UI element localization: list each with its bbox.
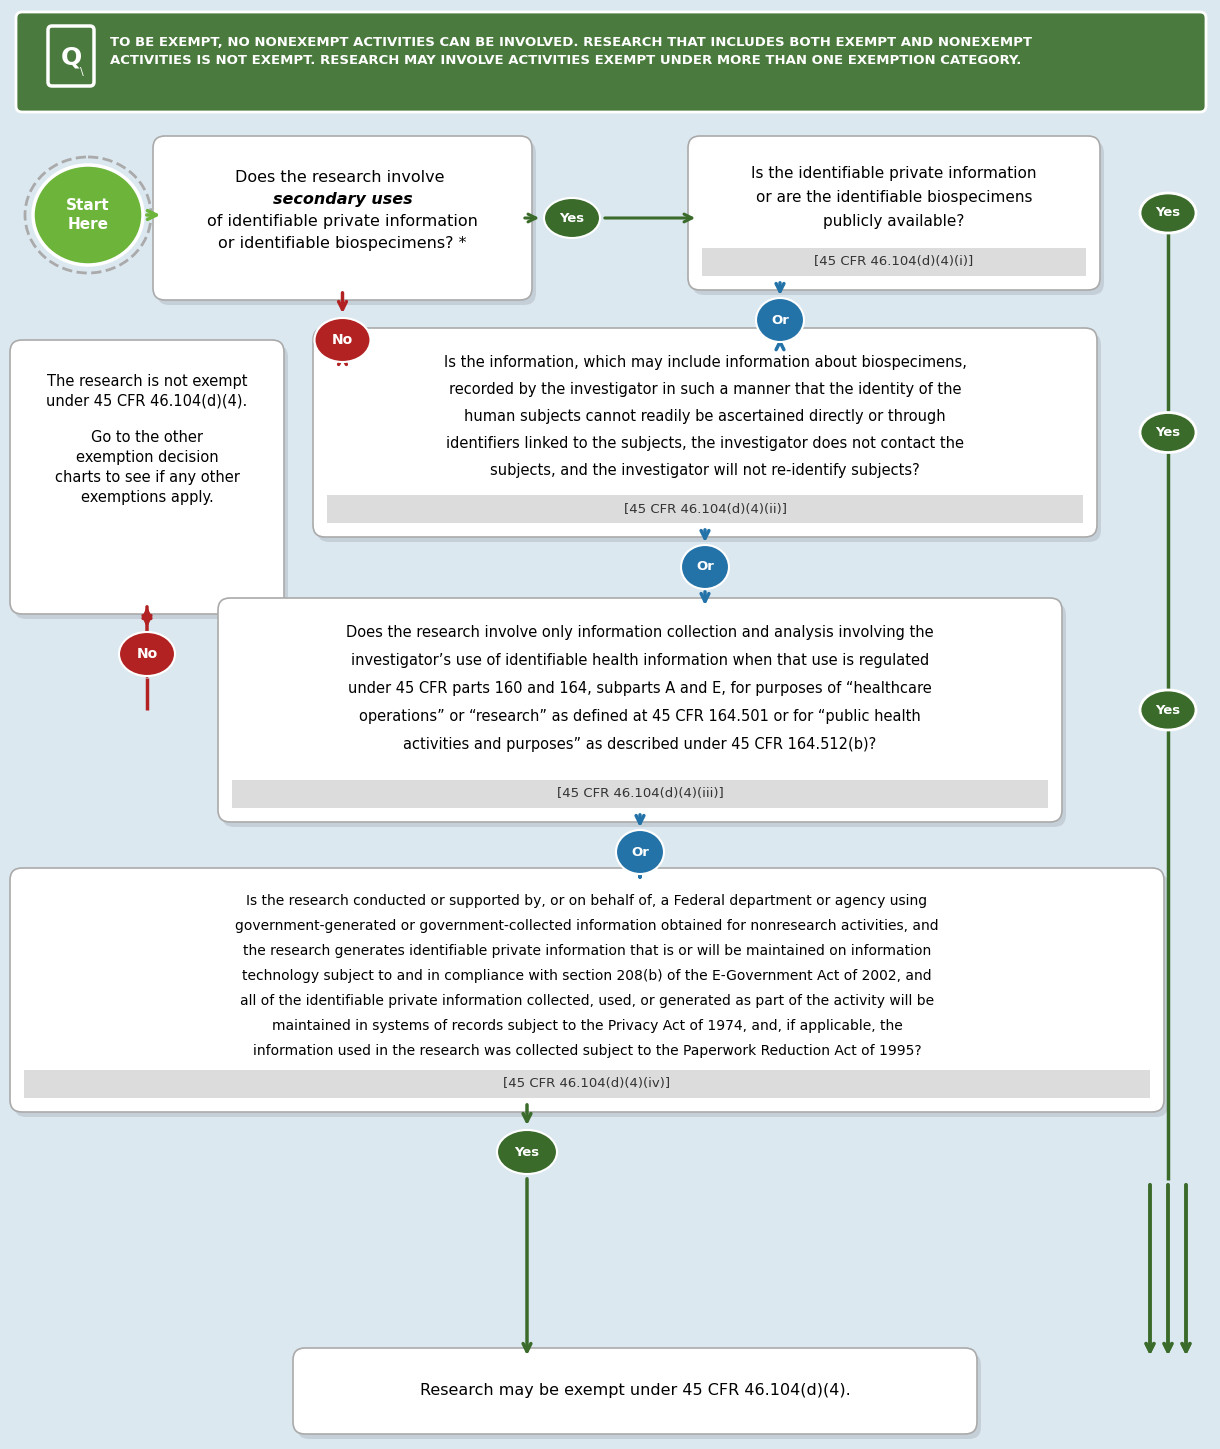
Ellipse shape <box>756 298 804 342</box>
FancyBboxPatch shape <box>692 141 1104 296</box>
Text: Yes: Yes <box>1155 207 1181 219</box>
Text: government-generated or government-collected information obtained for nonresearc: government-generated or government-colle… <box>235 919 939 933</box>
Text: information used in the research was collected subject to the Paperwork Reductio: information used in the research was col… <box>253 1043 921 1058</box>
Text: the research generates identifiable private information that is or will be maint: the research generates identifiable priv… <box>243 943 931 958</box>
Text: exemptions apply.: exemptions apply. <box>81 490 214 506</box>
FancyBboxPatch shape <box>232 780 1048 809</box>
Text: Or: Or <box>631 846 649 858</box>
FancyBboxPatch shape <box>222 603 1066 827</box>
FancyBboxPatch shape <box>317 333 1100 542</box>
Text: \: \ <box>81 67 84 77</box>
Ellipse shape <box>681 545 730 588</box>
Ellipse shape <box>497 1130 558 1174</box>
Text: Yes: Yes <box>560 212 584 225</box>
FancyBboxPatch shape <box>293 1348 977 1435</box>
Text: or identifiable biospecimens? *: or identifiable biospecimens? * <box>218 236 467 251</box>
Text: [45 CFR 46.104(d)(4)(iii)]: [45 CFR 46.104(d)(4)(iii)] <box>556 787 723 800</box>
FancyBboxPatch shape <box>702 248 1086 275</box>
Text: Is the identifiable private information: Is the identifiable private information <box>752 167 1037 181</box>
Text: Yes: Yes <box>1155 426 1181 439</box>
Text: [45 CFR 46.104(d)(4)(i)]: [45 CFR 46.104(d)(4)(i)] <box>815 255 974 268</box>
Ellipse shape <box>1139 413 1196 452</box>
Text: all of the identifiable private information collected, used, or generated as par: all of the identifiable private informat… <box>240 994 935 1009</box>
FancyBboxPatch shape <box>13 872 1168 1117</box>
Text: technology subject to and in compliance with section 208(b) of the E-Government : technology subject to and in compliance … <box>243 969 932 982</box>
Text: investigator’s use of identifiable health information when that use is regulated: investigator’s use of identifiable healt… <box>351 653 930 668</box>
FancyBboxPatch shape <box>152 136 532 300</box>
Text: Does the research involve: Does the research involve <box>235 170 450 185</box>
FancyBboxPatch shape <box>688 136 1100 290</box>
Text: Is the information, which may include information about biospecimens,: Is the information, which may include in… <box>444 355 966 369</box>
Ellipse shape <box>616 830 664 874</box>
Text: No: No <box>332 333 353 346</box>
Text: activities and purposes” as described under 45 CFR 164.512(b)?: activities and purposes” as described un… <box>404 738 877 752</box>
Text: under 45 CFR 46.104(d)(4).: under 45 CFR 46.104(d)(4). <box>46 394 248 409</box>
Text: secondary uses: secondary uses <box>273 193 412 207</box>
Text: under 45 CFR parts 160 and 164, subparts A and E, for purposes of “healthcare: under 45 CFR parts 160 and 164, subparts… <box>348 681 932 696</box>
Ellipse shape <box>1139 193 1196 233</box>
Text: publicly available?: publicly available? <box>824 214 965 229</box>
Text: exemption decision: exemption decision <box>76 451 218 465</box>
FancyBboxPatch shape <box>16 12 1207 112</box>
Text: human subjects cannot readily be ascertained directly or through: human subjects cannot readily be ascerta… <box>464 409 946 425</box>
FancyBboxPatch shape <box>296 1353 981 1439</box>
Text: TO BE EXEMPT, NO NONEXEMPT ACTIVITIES CAN BE INVOLVED. RESEARCH THAT INCLUDES BO: TO BE EXEMPT, NO NONEXEMPT ACTIVITIES CA… <box>110 36 1032 68</box>
FancyBboxPatch shape <box>327 496 1083 523</box>
FancyBboxPatch shape <box>314 327 1097 538</box>
Text: [45 CFR 46.104(d)(4)(iv)]: [45 CFR 46.104(d)(4)(iv)] <box>504 1078 671 1091</box>
Text: No: No <box>137 648 157 661</box>
Ellipse shape <box>1139 690 1196 730</box>
Text: maintained in systems of records subject to the Privacy Act of 1974, and, if app: maintained in systems of records subject… <box>272 1019 903 1033</box>
FancyBboxPatch shape <box>10 341 284 614</box>
Text: Is the research conducted or supported by, or on behalf of, a Federal department: Is the research conducted or supported b… <box>246 894 927 909</box>
Text: Research may be exempt under 45 CFR 46.104(d)(4).: Research may be exempt under 45 CFR 46.1… <box>420 1384 850 1398</box>
Text: or are the identifiable biospecimens: or are the identifiable biospecimens <box>755 190 1032 204</box>
Text: Does the research involve only information collection and analysis involving the: Does the research involve only informati… <box>346 625 933 640</box>
Text: Q: Q <box>60 46 82 70</box>
FancyBboxPatch shape <box>24 1069 1150 1098</box>
Text: Or: Or <box>771 313 789 326</box>
FancyBboxPatch shape <box>10 868 1164 1111</box>
Text: Yes: Yes <box>1155 704 1181 716</box>
Ellipse shape <box>315 317 371 362</box>
Ellipse shape <box>33 165 143 265</box>
Text: Start
Here: Start Here <box>66 199 110 232</box>
Ellipse shape <box>120 632 174 677</box>
FancyBboxPatch shape <box>218 598 1061 822</box>
FancyBboxPatch shape <box>157 141 536 304</box>
Text: The research is not exempt: The research is not exempt <box>46 374 248 388</box>
Text: [45 CFR 46.104(d)(4)(ii)]: [45 CFR 46.104(d)(4)(ii)] <box>623 503 787 516</box>
Text: recorded by the investigator in such a manner that the identity of the: recorded by the investigator in such a m… <box>449 383 961 397</box>
Text: identifiers linked to the subjects, the investigator does not contact the: identifiers linked to the subjects, the … <box>447 436 964 451</box>
Text: subjects, and the investigator will not re-identify subjects?: subjects, and the investigator will not … <box>490 464 920 478</box>
Text: of identifiable private information: of identifiable private information <box>207 214 478 229</box>
Text: Or: Or <box>697 561 714 574</box>
Text: Yes: Yes <box>515 1146 539 1159</box>
Text: charts to see if any other: charts to see if any other <box>55 469 239 485</box>
Ellipse shape <box>544 199 600 238</box>
Text: operations” or “research” as defined at 45 CFR 164.501 or for “public health: operations” or “research” as defined at … <box>359 709 921 724</box>
Text: Go to the other: Go to the other <box>92 430 203 445</box>
FancyBboxPatch shape <box>13 345 288 619</box>
